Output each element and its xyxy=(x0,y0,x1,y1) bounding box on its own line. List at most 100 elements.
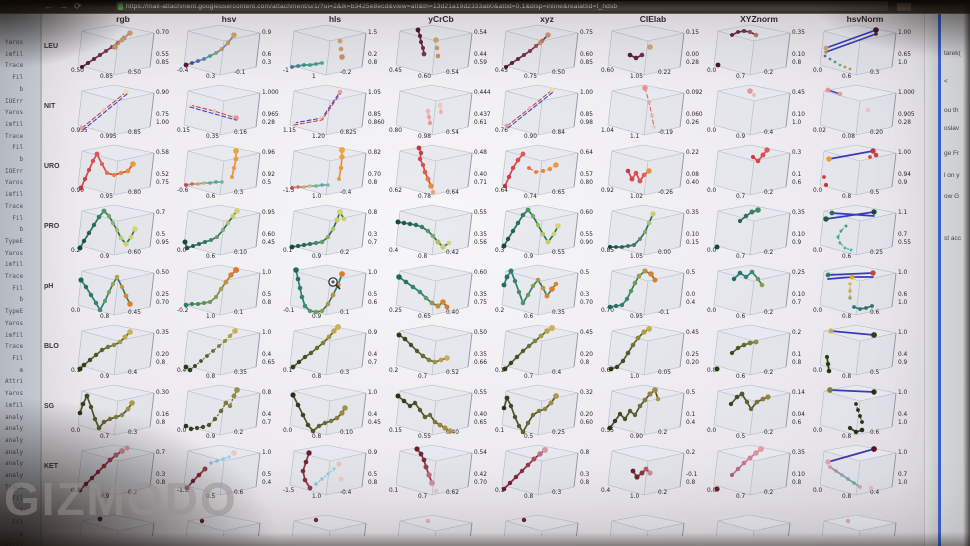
svg-text:0.16: 0.16 xyxy=(234,130,247,136)
svg-text:0.8: 0.8 xyxy=(842,434,852,439)
svg-text:0.64: 0.64 xyxy=(495,188,508,194)
background-window-text: l on y xyxy=(944,172,960,179)
plot-pH-XYZnorm: 0.25 0.10 0.7 0.0 0.6 0.2 xyxy=(706,261,810,320)
svg-text:0.60: 0.60 xyxy=(601,68,614,74)
svg-text:1.0: 1.0 xyxy=(898,420,908,426)
svg-text:0.2: 0.2 xyxy=(792,330,802,336)
svg-text:0.8: 0.8 xyxy=(792,360,802,366)
svg-text:0.9: 0.9 xyxy=(898,360,908,366)
svg-text:0.7: 0.7 xyxy=(736,194,746,199)
svg-text:0.9: 0.9 xyxy=(736,134,746,139)
svg-text:0.15: 0.15 xyxy=(686,240,699,246)
svg-text:0.65: 0.65 xyxy=(262,360,275,366)
svg-text:0.10: 0.10 xyxy=(234,250,247,256)
svg-text:0.66: 0.66 xyxy=(474,360,487,366)
svg-text:0.35: 0.35 xyxy=(474,232,487,238)
svg-text:0.955: 0.955 xyxy=(71,128,88,134)
svg-text:0.0: 0.0 xyxy=(177,248,187,254)
plot-pH-yCrCb: 0.60 0.35 0.75 0.25 0.65 0.40 xyxy=(388,261,492,320)
svg-text:0.3: 0.3 xyxy=(206,74,216,79)
svg-text:0.995: 0.995 xyxy=(100,134,117,139)
svg-text:0.9: 0.9 xyxy=(100,374,110,379)
svg-text:0.85: 0.85 xyxy=(580,112,593,118)
svg-text:0.28: 0.28 xyxy=(898,120,911,126)
svg-text:0.0: 0.0 xyxy=(813,368,823,374)
svg-text:0.7: 0.7 xyxy=(368,360,378,366)
svg-text:0.35: 0.35 xyxy=(792,450,805,456)
svg-text:0.04: 0.04 xyxy=(792,412,805,418)
svg-text:0.7: 0.7 xyxy=(100,434,110,439)
address-bar[interactable]: https://mail-attachment.googleuserconten… xyxy=(116,1,888,11)
toolbar-extra-icon[interactable] xyxy=(897,2,911,11)
svg-text:0.8: 0.8 xyxy=(842,494,852,499)
svg-text:0.52: 0.52 xyxy=(446,370,459,376)
svg-text:0.10: 0.10 xyxy=(792,112,805,118)
svg-text:0.860: 0.860 xyxy=(368,120,385,126)
svg-text:0.0: 0.0 xyxy=(707,488,717,494)
plot-partial-yCrCb xyxy=(388,511,492,536)
svg-text:0.1: 0.1 xyxy=(792,352,802,358)
svg-text:0.08: 0.08 xyxy=(842,134,855,139)
plot-BLO-xyz: 0.45 0.20 0.8 0.1 0.7 0.4 xyxy=(494,321,598,380)
svg-text:0.60: 0.60 xyxy=(262,232,275,238)
svg-text:0.092: 0.092 xyxy=(686,90,703,96)
plot-SG-hls: 1.0 0.4 0.45 0.0 0.8 0.10 xyxy=(282,381,386,440)
svg-text:1.0: 1.0 xyxy=(368,390,378,396)
svg-text:0.40: 0.40 xyxy=(446,430,459,436)
svg-text:0.5: 0.5 xyxy=(524,434,534,439)
svg-text:0.9: 0.9 xyxy=(312,314,322,319)
svg-text:0.7: 0.7 xyxy=(418,374,428,379)
svg-text:1.0: 1.0 xyxy=(630,374,640,379)
svg-text:0.0: 0.0 xyxy=(813,488,823,494)
svg-text:0.35: 0.35 xyxy=(792,30,805,36)
svg-text:0.0: 0.0 xyxy=(813,248,823,254)
svg-text:0.55: 0.55 xyxy=(580,232,593,238)
svg-text:0.1: 0.1 xyxy=(495,368,505,374)
svg-text:0.8: 0.8 xyxy=(842,314,852,319)
plot-LEU-xyz: 0.75 0.60 0.85 0.45 0.75 0.50 xyxy=(494,21,598,80)
svg-text:-0.6: -0.6 xyxy=(177,188,189,194)
svg-text:1.04: 1.04 xyxy=(601,128,614,134)
svg-text:0.6: 0.6 xyxy=(842,74,852,79)
svg-text:0.35: 0.35 xyxy=(206,134,219,139)
browser-nav-buttons[interactable]: ←→⟳ xyxy=(44,0,88,13)
plot-PRO-hsv: 0.95 0.60 0.45 0.0 0.6 0.10 xyxy=(176,201,280,260)
svg-text:-0.4: -0.4 xyxy=(177,68,189,74)
svg-text:0.2: 0.2 xyxy=(686,450,696,456)
svg-text:0.3: 0.3 xyxy=(340,370,350,376)
background-mail-window[interactable]: tarek(< ou th oslav ge Fr l on y ow G st acc xyxy=(941,13,970,546)
svg-text:1.1: 1.1 xyxy=(630,134,640,139)
back-icon[interactable]: ← xyxy=(44,1,59,11)
svg-text:0.60: 0.60 xyxy=(580,52,593,58)
svg-text:0.6: 0.6 xyxy=(898,292,908,298)
svg-text:0.6: 0.6 xyxy=(736,374,746,379)
svg-text:0.8: 0.8 xyxy=(792,480,802,486)
reload-icon[interactable]: ⟳ xyxy=(74,1,88,11)
svg-text:0.1: 0.1 xyxy=(495,488,505,494)
svg-text:0.3: 0.3 xyxy=(552,490,562,496)
svg-text:0.9: 0.9 xyxy=(368,450,378,456)
svg-text:0.0: 0.0 xyxy=(707,128,717,134)
svg-text:0.96: 0.96 xyxy=(262,150,275,156)
plot-NIT-hls: 1.05 0.85 0.860 1.15 1.20 0.825 xyxy=(282,81,386,140)
svg-text:0.45: 0.45 xyxy=(792,90,805,96)
svg-text:0.50: 0.50 xyxy=(552,70,565,76)
plot-URO-CIElab: 0.22 0.08 0.40 0.92 1.02 -0.26 xyxy=(600,141,704,200)
plot-pH-rgb: 0.50 0.25 0.70 0.0 0.8 0.45 xyxy=(70,261,174,320)
plot-KET-hsvNorm: 1.0 0.7 1.0 0.0 0.8 0.4 xyxy=(812,441,916,500)
svg-text:0.0: 0.0 xyxy=(707,428,717,434)
svg-text:0.0: 0.0 xyxy=(71,428,81,434)
svg-text:0.4: 0.4 xyxy=(870,490,880,496)
svg-text:0.54: 0.54 xyxy=(446,130,459,136)
svg-text:0.1: 0.1 xyxy=(792,172,802,178)
plot-partial-CIElab xyxy=(600,511,704,536)
svg-text:0.8: 0.8 xyxy=(686,480,696,486)
svg-text:0.0: 0.0 xyxy=(177,428,187,434)
forward-icon[interactable]: → xyxy=(59,1,74,11)
svg-text:0.9: 0.9 xyxy=(524,254,534,259)
browser-scrollbar[interactable] xyxy=(924,13,939,546)
background-terminal-window[interactable]: Yaros imfil Trace Fil b IOErr Yaros imfi… xyxy=(0,13,42,546)
plot-KET-xyz: 0.8 0.3 0.8 0.1 0.8 0.3 xyxy=(494,441,598,500)
plot-NIT-rgb: 0.90 0.75 1.00 0.955 0.995 0.85 xyxy=(70,81,174,140)
